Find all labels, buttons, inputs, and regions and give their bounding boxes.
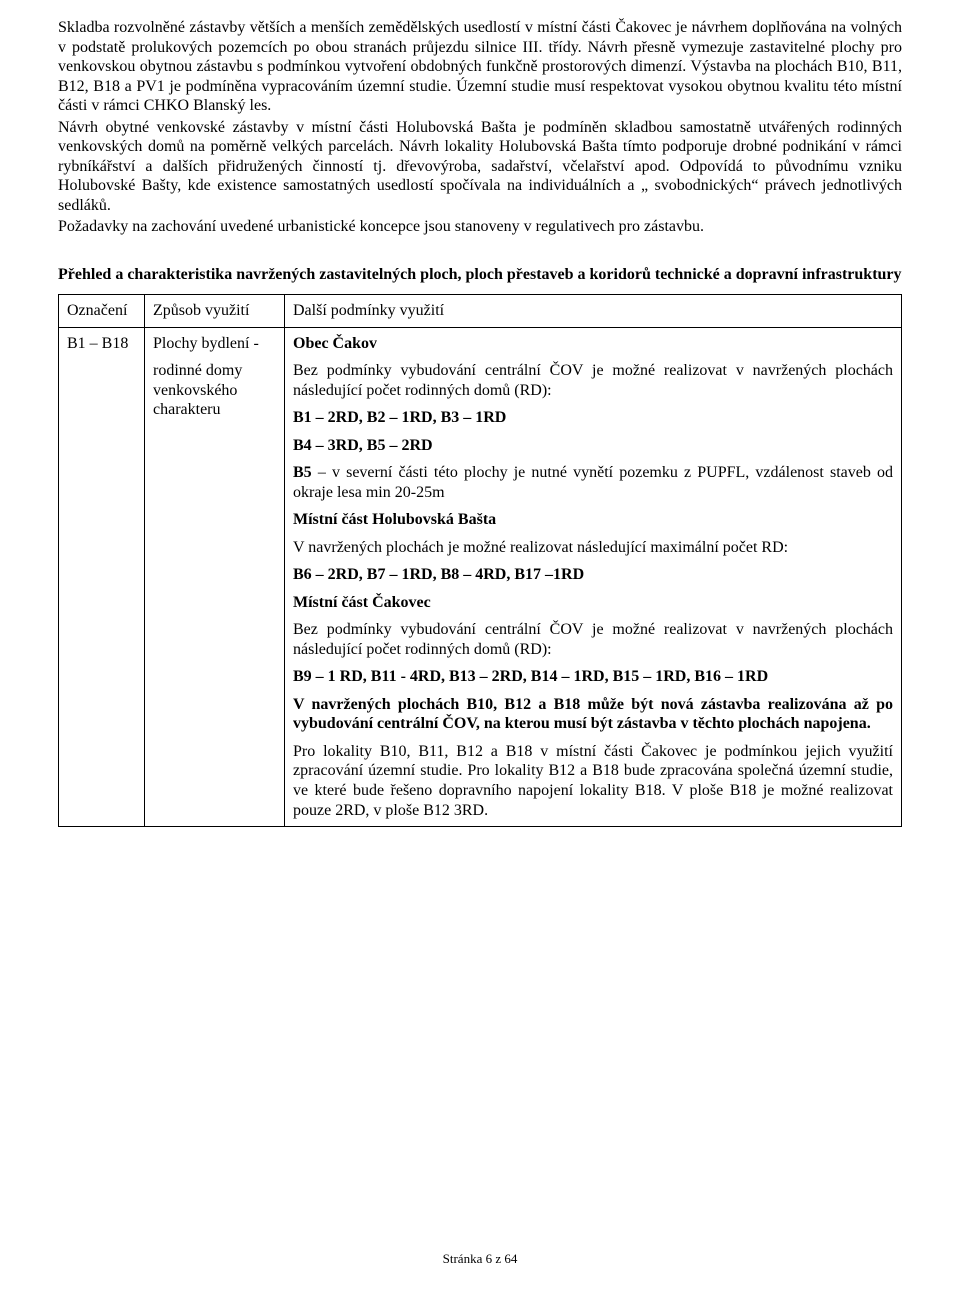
table-row: B1 – B18 Plochy bydlení - rodinné domy v…	[59, 327, 902, 826]
cell-zpusob: Plochy bydlení - rodinné domy venkovskéh…	[145, 327, 285, 826]
podminky-heading-cakovec: Místní část Čakovec	[293, 593, 893, 613]
section-heading: Přehled a charakteristika navržených zas…	[58, 265, 902, 285]
podminky-b2: B4 – 3RD, B5 – 2RD	[293, 436, 893, 456]
podminky-text-4: Pro lokality B10, B11, B12 a B18 v místn…	[293, 742, 893, 820]
paragraph-3: Požadavky na zachování uvedené urbanisti…	[58, 217, 902, 237]
podminky-text-3: Bez podmínky vybudování centrální ČOV je…	[293, 620, 893, 659]
podminky-heading-basta: Místní část Holubovská Bašta	[293, 510, 893, 530]
zpusob-line1: Plochy bydlení -	[153, 334, 276, 354]
header-oznaceni: Označení	[59, 295, 145, 328]
podminky-b5-rest: – v severní části této plochy je nutné v…	[293, 464, 893, 501]
page-footer: Stránka 6 z 64	[0, 1251, 960, 1267]
podminky-b5full: V navržených plochách B10, B12 a B18 můž…	[293, 695, 893, 734]
paragraph-1: Skladba rozvolněné zástavby větších a me…	[58, 18, 902, 116]
podminky-b5-line: B5 – v severní části této plochy je nutn…	[293, 463, 893, 502]
spacer	[58, 237, 902, 265]
podminky-b4: B9 – 1 RD, B11 - 4RD, B13 – 2RD, B14 – 1…	[293, 667, 893, 687]
podminky-b3: B6 – 2RD, B7 – 1RD, B8 – 4RD, B17 –1RD	[293, 565, 893, 585]
page: Skladba rozvolněné zástavby větších a me…	[0, 0, 960, 1289]
podminky-b5-prefix: B5	[293, 464, 312, 481]
table-header-row: Označení Způsob využití Další podmínky v…	[59, 295, 902, 328]
cell-podminky: Obec Čakov Bez podmínky vybudování centr…	[285, 327, 902, 826]
zpusob-line2: rodinné domy venkovského charakteru	[153, 361, 276, 420]
podminky-text-1: Bez podmínky vybudování centrální ČOV je…	[293, 361, 893, 400]
podminky-b1: B1 – 2RD, B2 – 1RD, B3 – 1RD	[293, 408, 893, 428]
header-zpusob: Způsob využití	[145, 295, 285, 328]
paragraph-2: Návrh obytné venkovské zástavby v místní…	[58, 118, 902, 216]
header-podminky: Další podmínky využití	[285, 295, 902, 328]
podminky-heading-cakov: Obec Čakov	[293, 334, 893, 354]
podminky-text-2: V navržených plochách je možné realizova…	[293, 538, 893, 558]
cell-oznaceni: B1 – B18	[59, 327, 145, 826]
table-plochy: Označení Způsob využití Další podmínky v…	[58, 294, 902, 827]
